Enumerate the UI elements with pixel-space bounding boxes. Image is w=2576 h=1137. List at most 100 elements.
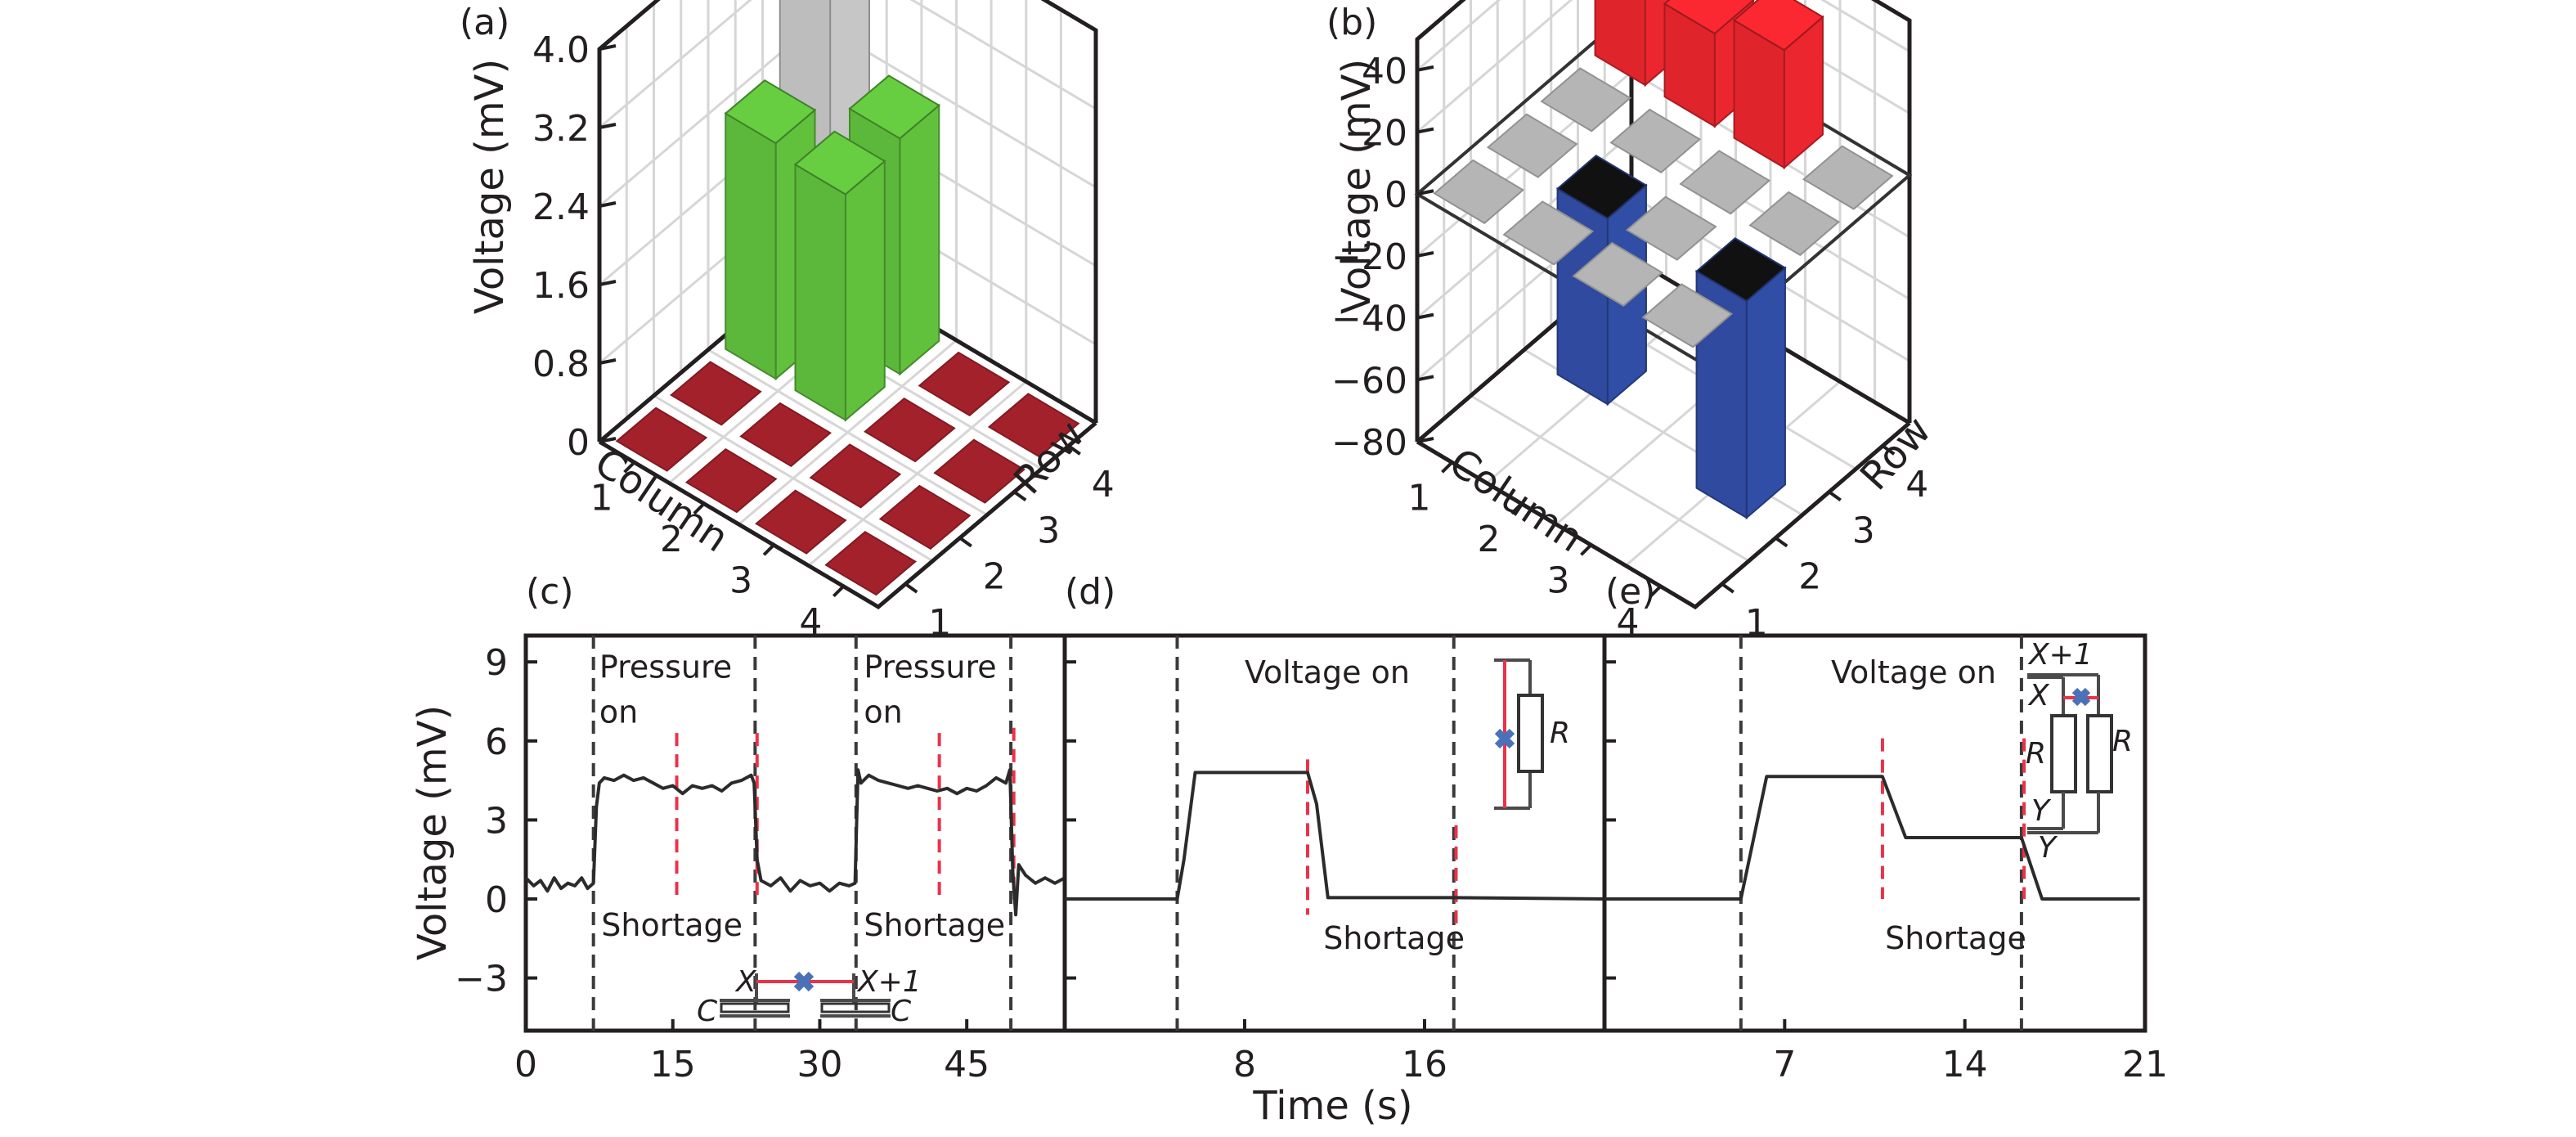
bar-idle-c3-r1 — [755, 489, 847, 555]
bar-idle-c4-r4 — [1802, 145, 1894, 210]
floor-grid-line — [807, 380, 1027, 567]
z-tick — [1416, 312, 1434, 320]
column-tick — [1510, 502, 1523, 515]
bar-idle-c3-r2 — [809, 443, 902, 509]
bar-idle-c3-r3 — [864, 397, 956, 463]
floor-cell — [1802, 145, 1894, 210]
bar-idle-c4-r4 — [987, 393, 1080, 458]
resistor-left-icon — [2050, 714, 2077, 793]
floor-cell — [878, 484, 972, 551]
panel-label-b: (b) — [1326, 2, 1377, 43]
bar-idle-c1-r1 — [615, 407, 708, 472]
inset-c-label-x: X — [734, 965, 757, 999]
short-cross-icon — [793, 971, 815, 992]
floor-cell — [1641, 283, 1734, 348]
column-tick — [1441, 461, 1453, 474]
panel-e-parallel-resistor-inset: X+1 X R R Y Y — [2026, 638, 2133, 865]
annotation-voltage-on: Voltage on — [1831, 654, 1996, 690]
bar-idle-c4-r1 — [824, 530, 917, 596]
x-tick-label: 0 — [514, 1044, 537, 1085]
bar-idle-c2-r1 — [684, 447, 778, 514]
panel-c-line-chart: (c) −3 0 3 6 9 0 15 30 45 Pressure on Shortage Press… — [410, 571, 1067, 1085]
row-tick — [1013, 490, 1027, 502]
back-wall-frame — [1415, 0, 1912, 442]
x-tick-label: 7 — [1773, 1044, 1796, 1085]
column-tick — [623, 461, 636, 474]
z-tick — [599, 358, 617, 365]
floor-cell — [1625, 195, 1717, 261]
column-tick — [1649, 585, 1662, 598]
row-tick — [1882, 444, 1896, 456]
z-tick-label: 0.8 — [532, 344, 590, 385]
inset-e-label-y2: Y — [2038, 831, 2058, 865]
bar-idle-c4-r2 — [878, 484, 972, 551]
annotation-pressure: Pressure — [599, 649, 732, 685]
z-tick — [1416, 189, 1434, 196]
y-tick-label: 9 — [485, 642, 508, 684]
x-tick-label: 8 — [1233, 1044, 1256, 1085]
floor-cell — [1572, 241, 1664, 308]
panel-d-line-chart: (d) 8 16 Voltage on Shortage Time (s) R — [1062, 571, 1607, 1129]
x-axis-label-time: Time (s) — [1252, 1083, 1412, 1129]
capacitor-plate-right — [820, 1002, 891, 1013]
annotation-pressure: Pressure — [864, 649, 996, 685]
bar-idle-c1-r1 — [1433, 159, 1525, 225]
bar-idle-c4-r3 — [1748, 191, 1841, 257]
annotation-on: on — [864, 694, 902, 730]
floor-cell — [1540, 67, 1632, 133]
voltage-trace — [1604, 775, 2140, 901]
back-wall-frame — [597, 0, 1098, 442]
grid-line — [1416, 0, 1910, 71]
bar-idle-c1-r2 — [1486, 113, 1578, 178]
y-tick-label: 0 — [485, 879, 508, 921]
z-tick — [1416, 437, 1434, 443]
panel-b-z-axis-label: Voltage (mV) — [1334, 59, 1380, 314]
floor-front-edges — [598, 421, 1097, 610]
resistor-right-icon — [2086, 714, 2113, 793]
annotation-shortage: Shortage — [1885, 920, 2026, 956]
voltage-trace — [524, 768, 1066, 917]
row-tick — [904, 582, 918, 594]
floor-cell — [918, 351, 1011, 417]
panel-c-plot-area: −3 0 3 6 9 0 15 30 45 Pressure on Shortage Pressure o… — [455, 633, 1067, 1085]
bar-idle-c3-r2 — [1625, 195, 1717, 261]
bar-idle-c1-r3 — [1540, 67, 1632, 133]
bar-idle-c3-r4 — [918, 351, 1011, 417]
floor-cell — [670, 361, 762, 426]
bar-left-face — [725, 111, 777, 380]
z-tick-label: −60 — [1331, 360, 1407, 402]
column-tick — [762, 543, 775, 556]
inset-e-label-r-left: R — [2026, 737, 2046, 771]
bar-top-face — [1663, 0, 1755, 35]
bar-top-face — [793, 130, 886, 195]
z-tick — [599, 280, 617, 286]
panel-label-a: (a) — [460, 2, 509, 43]
column-tick-label: 2 — [1478, 519, 1501, 560]
annotation-on: on — [599, 694, 638, 730]
voltage-trace — [1065, 771, 1605, 901]
inset-e-label-r-right: R — [2112, 725, 2133, 758]
floor-cell — [824, 530, 917, 596]
z-tick — [599, 201, 617, 208]
x-tick-label: 15 — [650, 1044, 696, 1085]
bar-top-face — [724, 79, 817, 145]
z-tick-label: 3.2 — [532, 108, 590, 150]
panel-label-d: (d) — [1065, 571, 1115, 613]
grid-line — [1416, 256, 1910, 443]
floor-cell — [739, 402, 832, 468]
bar-idle-c4-r3 — [933, 438, 1025, 504]
z-tick-label: 0 — [1384, 174, 1407, 216]
y-tick-label: 6 — [485, 721, 508, 763]
x-tick-label: 45 — [944, 1044, 990, 1085]
floor-cell — [1486, 113, 1578, 178]
short-cross-icon — [1494, 728, 1515, 749]
row-tick-label: 4 — [1092, 464, 1115, 506]
bar-negative-c4-r2 — [1694, 236, 1787, 520]
bar-top-face — [1694, 236, 1787, 303]
row-tick-label: 2 — [1798, 556, 1821, 598]
floor-cell — [933, 438, 1025, 504]
column-tick-label: 1 — [1408, 477, 1431, 519]
column-tick-label: 2 — [660, 519, 683, 560]
